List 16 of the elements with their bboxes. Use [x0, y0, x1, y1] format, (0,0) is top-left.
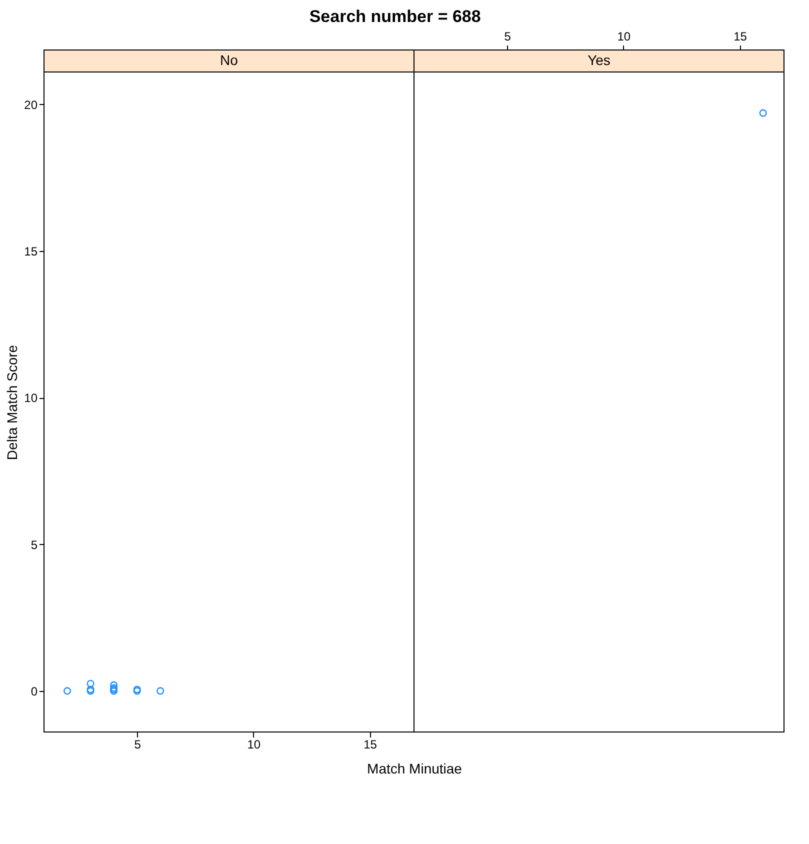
x-tick-label: 10: [617, 30, 631, 44]
x-tick-label: 15: [734, 30, 748, 44]
x-tick-label: 15: [364, 738, 378, 752]
chart-title: Search number = 688: [309, 7, 481, 26]
y-tick-label: 0: [30, 684, 38, 698]
y-tick-label: 20: [24, 98, 38, 112]
y-axis-title: Delta Match Score: [4, 344, 20, 460]
x-tick-label: 5: [134, 738, 142, 752]
chart-subtitle: No: [220, 52, 238, 68]
x-tick-label: 5: [504, 30, 512, 44]
x-tick-label: 10: [247, 738, 261, 752]
y-tick-label: 10: [24, 391, 38, 406]
y-tick-label: 15: [24, 244, 38, 258]
y-tick-label: 5: [30, 538, 38, 552]
x-axis-title: Match Minutiae: [367, 760, 462, 776]
chart-subtitle: Yes: [588, 52, 610, 68]
